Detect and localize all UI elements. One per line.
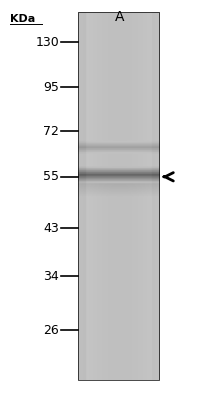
Text: 130: 130 [35, 36, 59, 48]
Text: 95: 95 [43, 81, 59, 94]
Text: KDa: KDa [10, 14, 35, 24]
Text: 55: 55 [43, 170, 59, 183]
Text: 72: 72 [43, 125, 59, 138]
Text: A: A [115, 10, 124, 24]
Bar [78, 12, 159, 380]
Text: 43: 43 [43, 222, 59, 234]
Text: 26: 26 [43, 324, 59, 336]
Text: 34: 34 [43, 270, 59, 282]
